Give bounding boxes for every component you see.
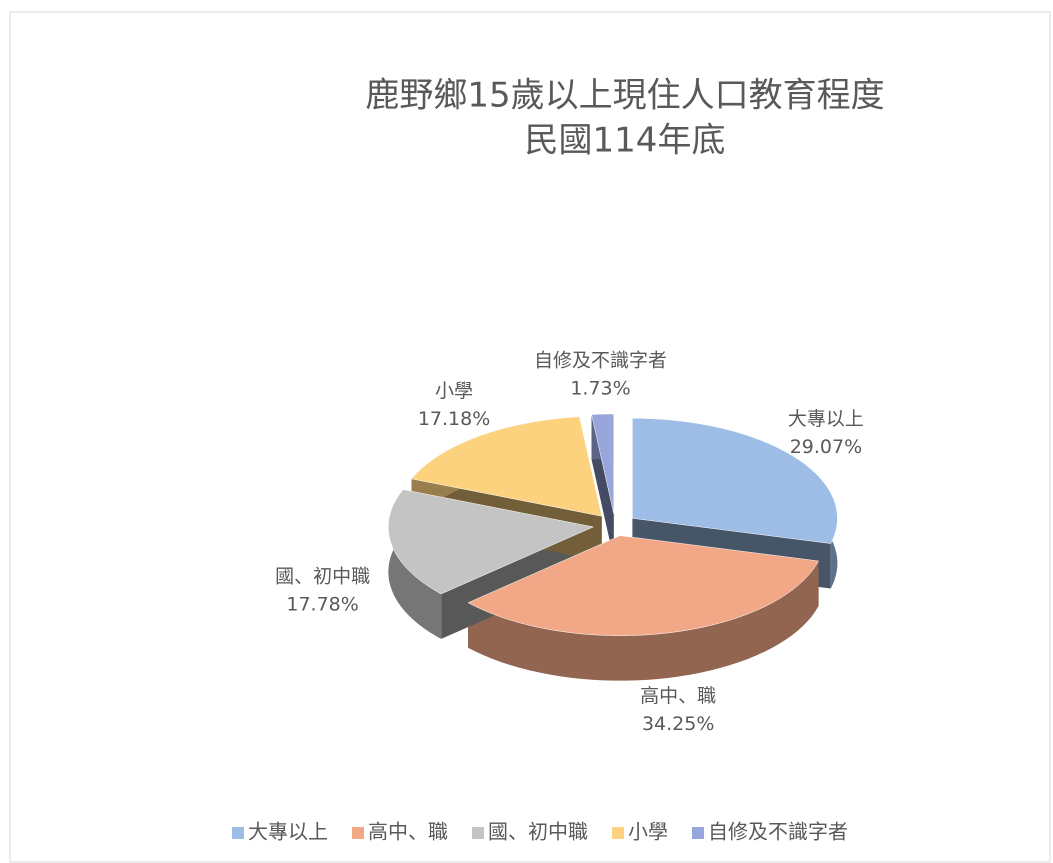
legend-swatch bbox=[352, 827, 364, 839]
data-label-name: 小學 bbox=[435, 380, 473, 402]
slice-tops bbox=[388, 413, 838, 636]
slice-side bbox=[468, 560, 819, 681]
data-label: 29.07% bbox=[790, 436, 862, 458]
slice bbox=[411, 416, 603, 517]
legend-swatch bbox=[612, 827, 624, 839]
chart-title: 鹿野鄉15歲以上現住人口教育程度 bbox=[365, 76, 884, 116]
legend-swatch bbox=[232, 827, 244, 839]
data-label-name: 自修及不識字者 bbox=[534, 350, 667, 372]
slice bbox=[632, 418, 838, 544]
data-label-name: 大專以上 bbox=[788, 408, 864, 430]
slice bbox=[467, 535, 819, 636]
data-label: 1.73% bbox=[570, 378, 630, 400]
legend-swatch bbox=[692, 827, 704, 839]
legend-label: 高中、職 bbox=[368, 820, 448, 844]
legend-label: 大專以上 bbox=[248, 820, 328, 844]
chart-subtitle: 民國114年底 bbox=[525, 121, 726, 161]
legend-label: 國、初中職 bbox=[488, 820, 588, 844]
legend: 大專以上 高中、職 國、初中職 小學 自修及不識字者 bbox=[232, 820, 848, 844]
data-label: 17.78% bbox=[286, 594, 358, 616]
data-label: 34.25% bbox=[642, 713, 714, 735]
legend-label: 自修及不識字者 bbox=[708, 820, 848, 844]
slice bbox=[388, 489, 595, 595]
slice bbox=[591, 413, 615, 515]
data-label-name: 高中、職 bbox=[640, 685, 716, 707]
legend-label: 小學 bbox=[628, 820, 668, 844]
legend-swatch bbox=[472, 827, 484, 839]
data-label: 17.18% bbox=[418, 408, 490, 430]
data-label-name: 國、初中職 bbox=[275, 566, 370, 588]
